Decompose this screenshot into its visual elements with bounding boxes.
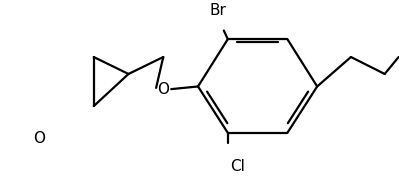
Text: Cl: Cl — [230, 159, 245, 174]
Text: Br: Br — [210, 3, 227, 18]
Text: O: O — [33, 131, 45, 146]
Text: O: O — [157, 82, 169, 97]
